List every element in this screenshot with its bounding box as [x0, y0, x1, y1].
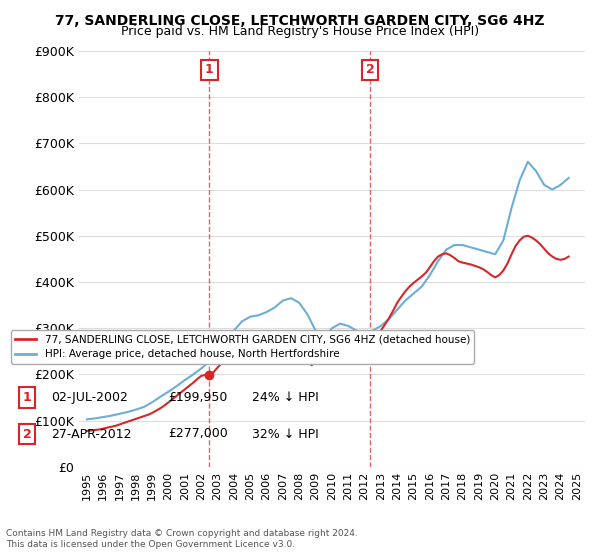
- Text: £199,950: £199,950: [168, 391, 227, 404]
- Text: £277,000: £277,000: [168, 427, 228, 441]
- Text: 02-JUL-2002: 02-JUL-2002: [51, 391, 128, 404]
- Text: 77, SANDERLING CLOSE, LETCHWORTH GARDEN CITY, SG6 4HZ: 77, SANDERLING CLOSE, LETCHWORTH GARDEN …: [55, 14, 545, 28]
- Text: 2: 2: [365, 63, 374, 76]
- Text: 27-APR-2012: 27-APR-2012: [51, 427, 131, 441]
- Text: Price paid vs. HM Land Registry's House Price Index (HPI): Price paid vs. HM Land Registry's House …: [121, 25, 479, 38]
- Text: 1: 1: [205, 63, 214, 76]
- Text: 24% ↓ HPI: 24% ↓ HPI: [252, 391, 319, 404]
- Text: 2: 2: [23, 427, 31, 441]
- Text: 1: 1: [23, 391, 31, 404]
- Text: This data is licensed under the Open Government Licence v3.0.: This data is licensed under the Open Gov…: [6, 540, 295, 549]
- Legend: 77, SANDERLING CLOSE, LETCHWORTH GARDEN CITY, SG6 4HZ (detached house), HPI: Ave: 77, SANDERLING CLOSE, LETCHWORTH GARDEN …: [11, 330, 474, 363]
- Text: Contains HM Land Registry data © Crown copyright and database right 2024.: Contains HM Land Registry data © Crown c…: [6, 529, 358, 538]
- Text: 32% ↓ HPI: 32% ↓ HPI: [252, 427, 319, 441]
